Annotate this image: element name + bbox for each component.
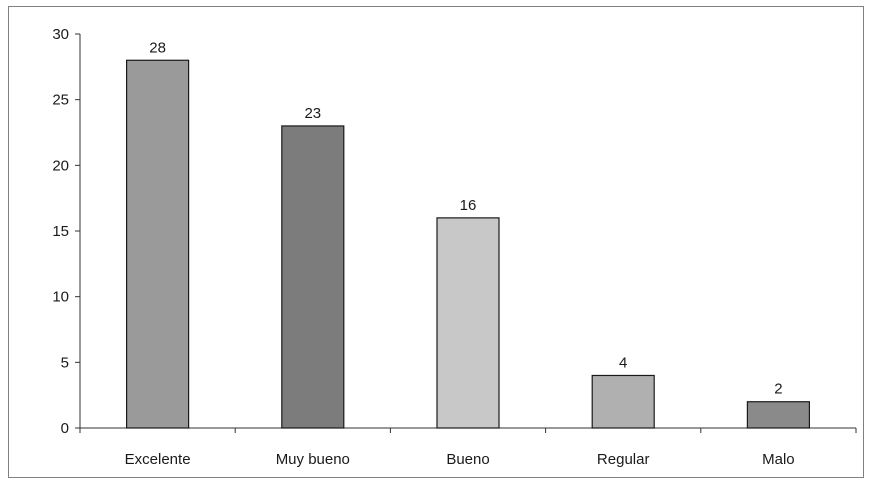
y-tick-label: 10 bbox=[52, 289, 69, 306]
chart-bars bbox=[125, 59, 811, 429]
x-tick-label: Excelente bbox=[125, 451, 191, 468]
bar-malo bbox=[746, 401, 811, 429]
chart-axes: 0 5 10 15 20 25 30 bbox=[52, 26, 857, 437]
x-tick-label: Bueno bbox=[446, 451, 489, 468]
data-label: 23 bbox=[304, 105, 321, 122]
data-label: 16 bbox=[460, 197, 477, 214]
x-tick-label: Muy bueno bbox=[276, 451, 350, 468]
data-label: 28 bbox=[149, 39, 166, 56]
y-tick-label: 5 bbox=[61, 354, 69, 371]
y-tick-label: 20 bbox=[52, 157, 69, 174]
bar-regular bbox=[591, 374, 655, 429]
bar-bueno bbox=[436, 217, 500, 429]
data-label: 2 bbox=[774, 381, 782, 398]
chart-labels: 28 Excelente 23 Muy bueno 16 Bueno 4 Regular 2 Ma… bbox=[125, 39, 795, 468]
data-label: 4 bbox=[619, 354, 627, 371]
y-tick-label: 25 bbox=[52, 92, 69, 109]
y-tick-label: 30 bbox=[52, 26, 69, 43]
bar-excelente bbox=[125, 59, 190, 429]
bar-muy-bueno bbox=[281, 125, 345, 429]
x-tick-label: Malo bbox=[762, 451, 795, 468]
y-tick-label: 0 bbox=[61, 420, 69, 437]
x-tick-label: Regular bbox=[597, 451, 650, 468]
y-tick-label: 15 bbox=[52, 223, 69, 240]
